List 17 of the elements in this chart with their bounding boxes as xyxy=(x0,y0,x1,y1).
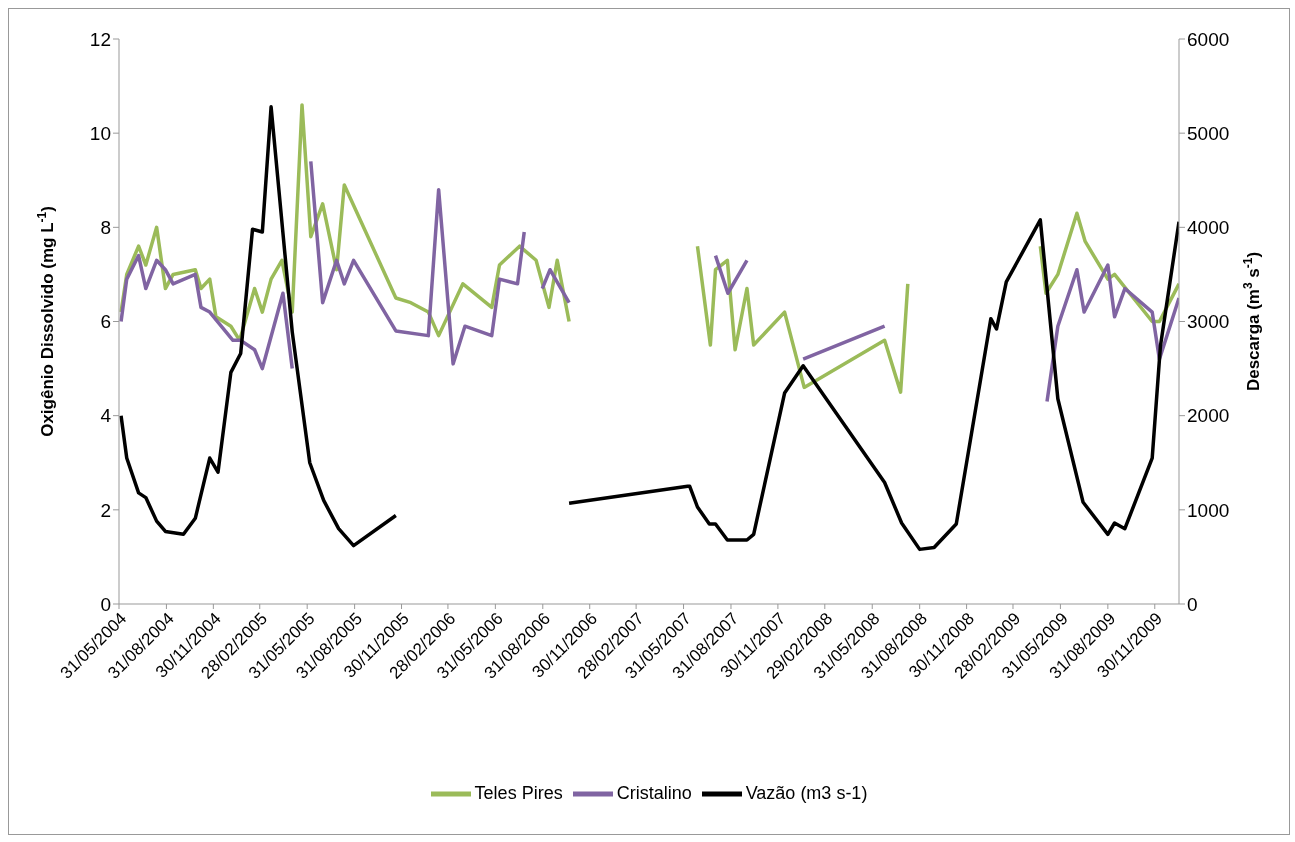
y-tick-label: 8 xyxy=(100,217,111,239)
y2-tick-label: 6000 xyxy=(1187,28,1230,50)
y-tick-label: 12 xyxy=(89,28,111,50)
legend-label: Cristalino xyxy=(616,782,692,803)
y-tick-label: 6 xyxy=(100,311,111,333)
y-tick-label: 10 xyxy=(89,122,111,144)
y2-tick-label: 2000 xyxy=(1187,405,1230,427)
y2-tick-label: 1000 xyxy=(1187,499,1230,521)
y2-tick-label: 5000 xyxy=(1187,122,1230,144)
y2-tick-label: 4000 xyxy=(1187,217,1230,239)
y-tick-label: 2 xyxy=(100,499,111,521)
legend-label: Vazão (m3 s-1) xyxy=(745,782,868,803)
y2-tick-label: 0 xyxy=(1187,593,1198,615)
y-tick-label: 4 xyxy=(100,405,112,427)
y-tick-label: 0 xyxy=(100,593,111,615)
y2-tick-label: 3000 xyxy=(1187,311,1230,333)
legend-label: Teles Pires xyxy=(474,782,563,803)
